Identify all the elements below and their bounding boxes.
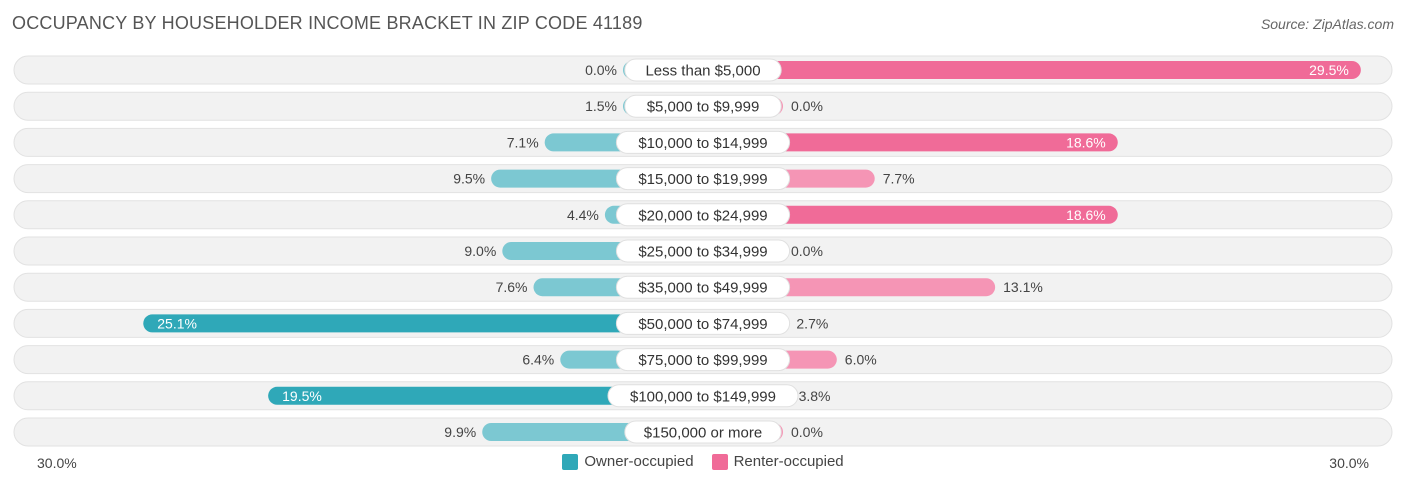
category-pill [624, 420, 782, 444]
category-label: $10,000 to $14,999 [638, 135, 767, 152]
category-label: $100,000 to $149,999 [630, 388, 776, 405]
owner-value-label: 9.9% [444, 424, 476, 440]
owner-value-label: 7.1% [507, 134, 539, 150]
legend-swatch-renter [711, 453, 728, 470]
renter-value-label: 2.7% [796, 315, 828, 331]
category-label: $150,000 or more [644, 425, 762, 442]
renter-value-label: 13.1% [1003, 279, 1043, 295]
renter-value-label: 6.0% [845, 352, 877, 368]
owner-value-label: 9.5% [453, 171, 485, 187]
legend-item-owner: Owner-occupied [562, 453, 694, 470]
renter-value-label: 0.0% [791, 98, 823, 114]
category-label: $50,000 to $74,999 [638, 316, 767, 333]
category-pill [615, 239, 791, 263]
category-label: $75,000 to $99,999 [638, 352, 767, 369]
owner-bar [143, 314, 703, 333]
category-label: $15,000 to $19,999 [638, 171, 767, 188]
legend-item-renter: Renter-occupied [711, 453, 844, 470]
renter-value-label: 0.0% [791, 424, 823, 440]
renter-bar [703, 205, 1118, 224]
axis-label-right: 30.0% [1329, 455, 1369, 471]
legend-swatch-owner [562, 453, 579, 470]
category-pill [624, 94, 782, 118]
category-pill [615, 167, 791, 191]
renter-value-label: 29.5% [1309, 62, 1349, 78]
chart-title: OCCUPANCY BY HOUSEHOLDER INCOME BRACKET … [12, 13, 643, 33]
owner-value-label: 19.5% [282, 388, 322, 404]
category-pill [607, 384, 799, 408]
owner-value-label: 9.0% [464, 243, 496, 259]
category-pill [615, 348, 791, 372]
renter-value-label: 18.6% [1066, 134, 1106, 150]
renter-value-label: 0.0% [791, 243, 823, 259]
renter-value-label: 3.8% [799, 388, 831, 404]
owner-value-label: 4.4% [567, 207, 599, 223]
renter-bar [703, 133, 1118, 152]
owner-value-label: 25.1% [157, 315, 197, 331]
legend-label-owner: Owner-occupied [584, 453, 694, 470]
axis-label-left: 30.0% [37, 455, 77, 471]
legend-label-renter: Renter-occupied [733, 453, 844, 470]
owner-value-label: 6.4% [522, 352, 554, 368]
category-label: $35,000 to $49,999 [638, 280, 767, 297]
category-label: $20,000 to $24,999 [638, 207, 767, 224]
category-pill [624, 58, 782, 82]
owner-value-label: 0.0% [585, 62, 617, 78]
source-note: Source: ZipAtlas.com [1260, 16, 1394, 32]
owner-bar [268, 386, 703, 405]
category-pill [615, 275, 791, 299]
category-pill [615, 130, 791, 154]
owner-value-label: 1.5% [585, 98, 617, 114]
category-label: $5,000 to $9,999 [647, 99, 760, 116]
renter-value-label: 18.6% [1066, 207, 1106, 223]
category-label: Less than $5,000 [645, 63, 760, 80]
category-label: $25,000 to $34,999 [638, 244, 767, 261]
owner-value-label: 7.6% [496, 279, 528, 295]
category-pill [615, 203, 791, 227]
category-pill [615, 311, 791, 335]
renter-bar [703, 61, 1361, 79]
renter-value-label: 7.7% [883, 171, 915, 187]
legend: Owner-occupied Renter-occupied [0, 453, 1406, 470]
